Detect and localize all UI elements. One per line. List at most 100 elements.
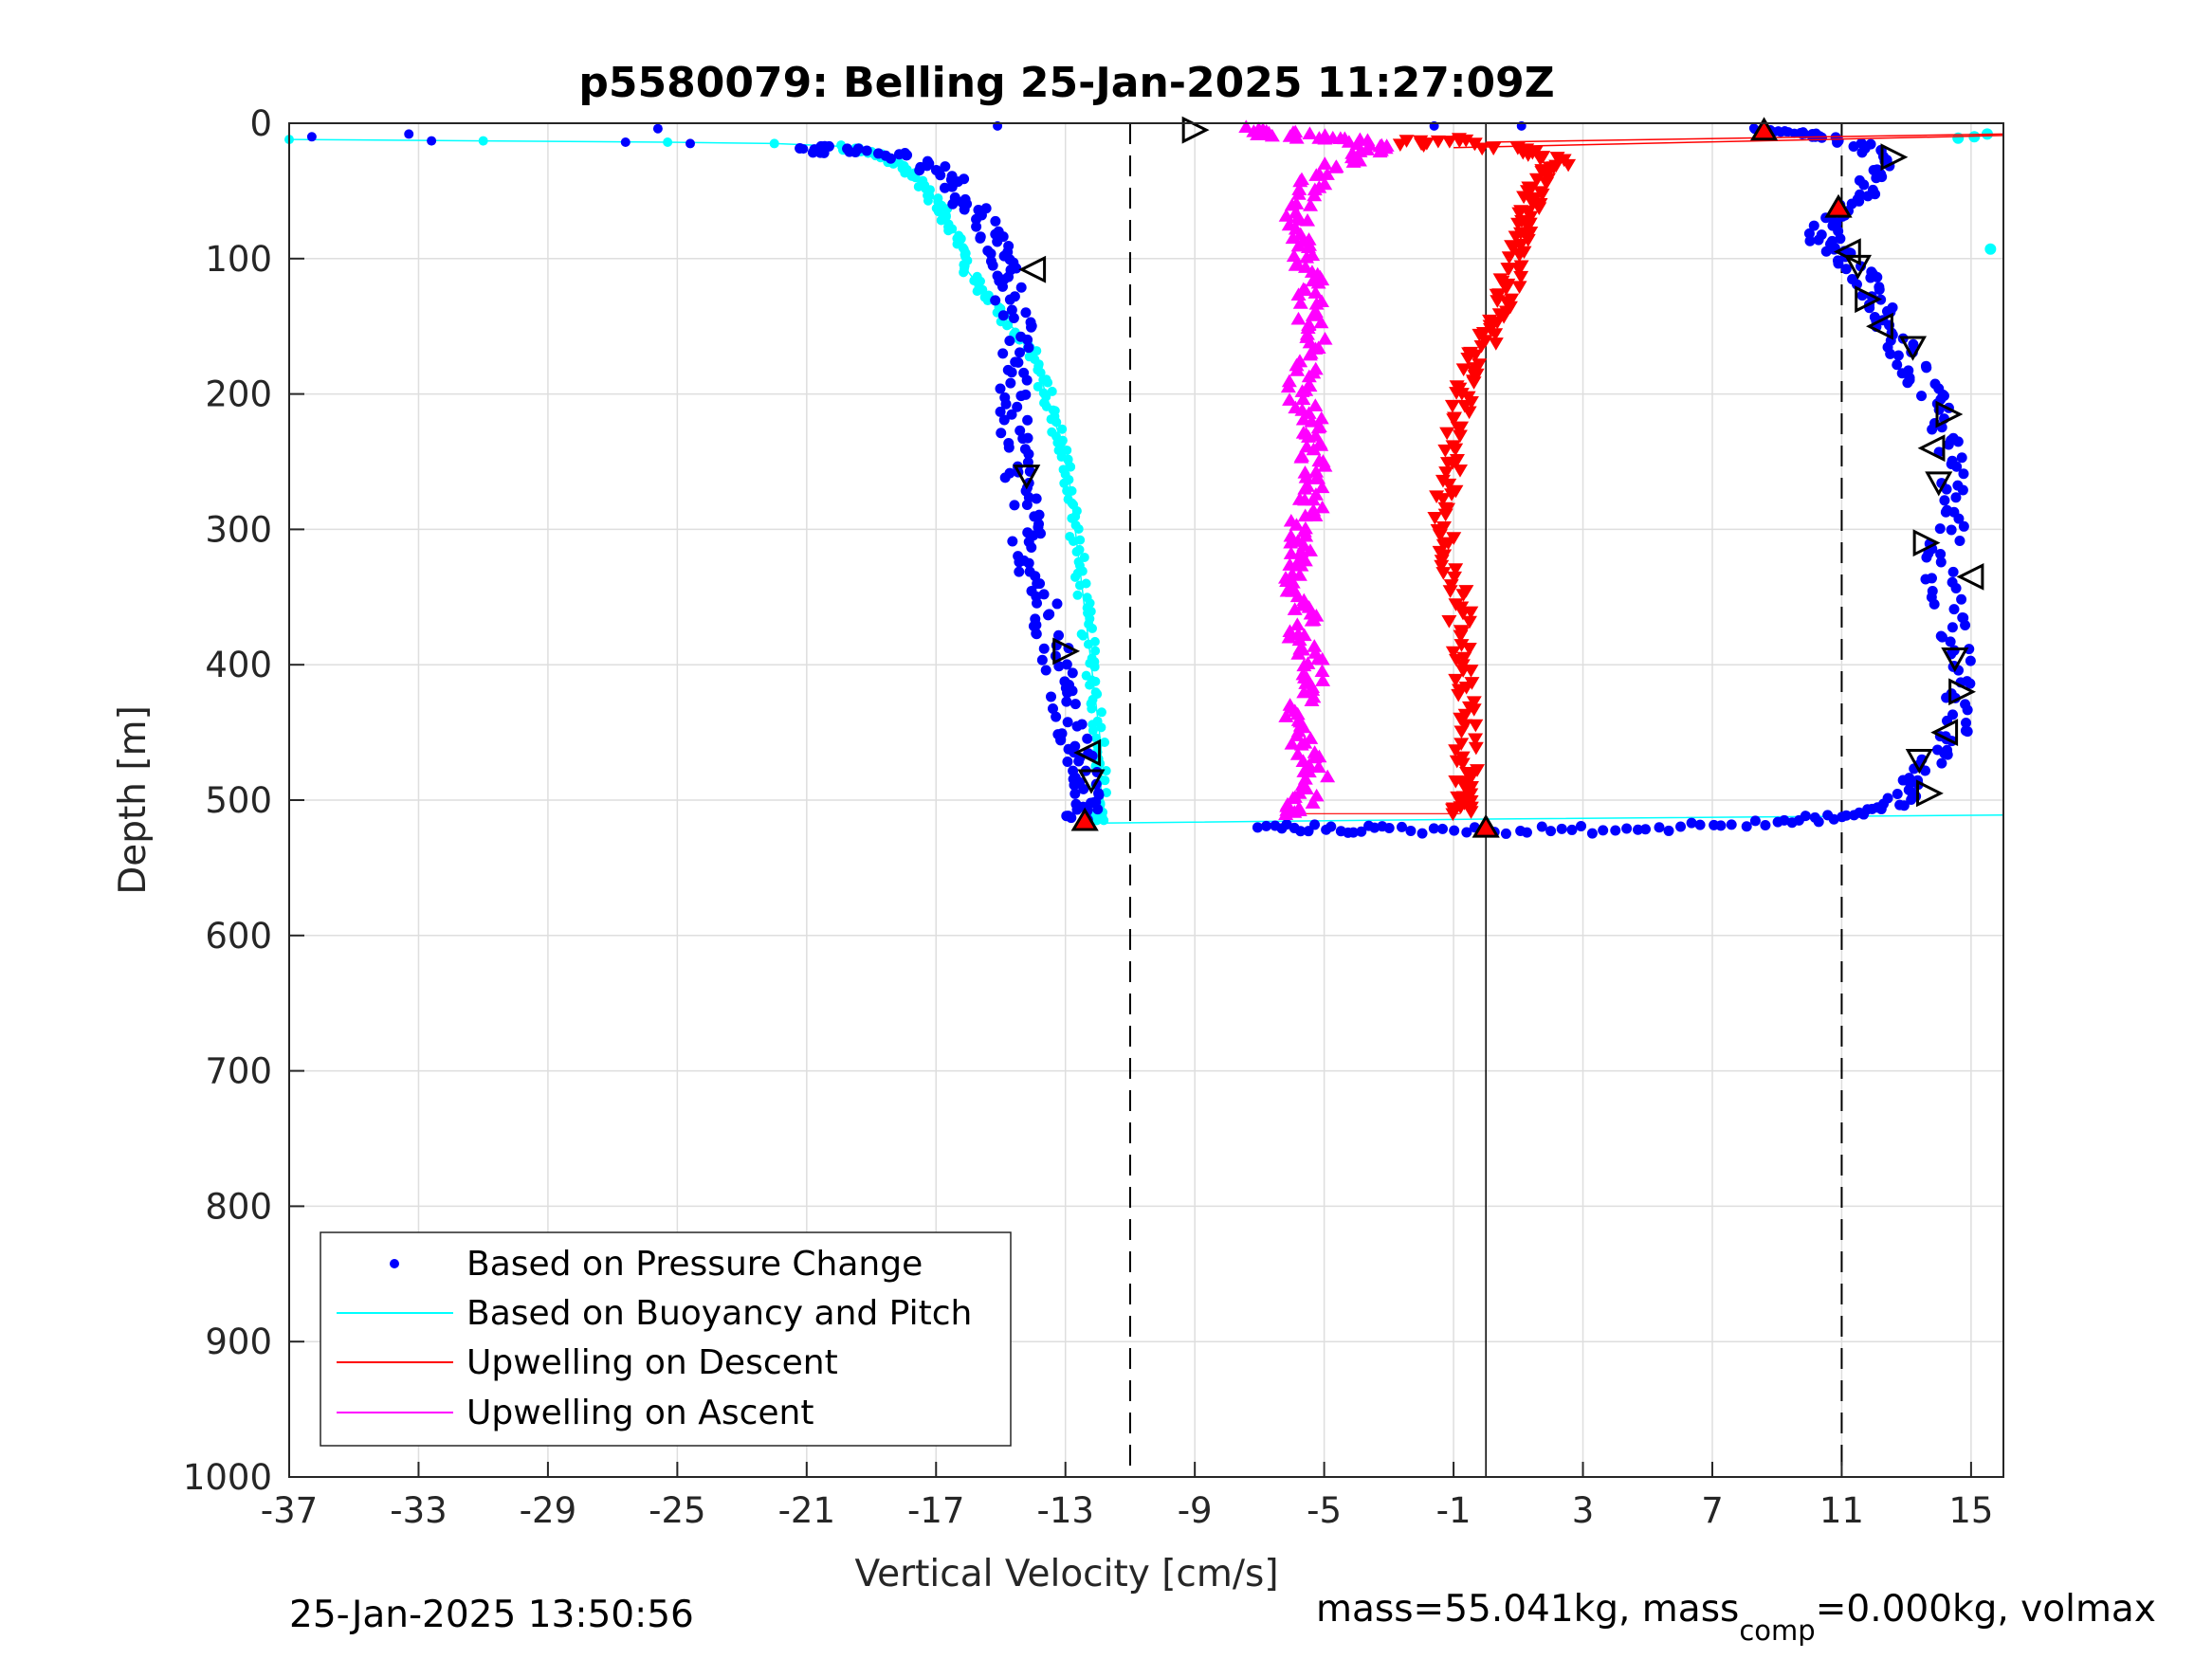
upwelling-descent-marker bbox=[1452, 429, 1468, 444]
upwelling-ascent-marker bbox=[1314, 480, 1330, 494]
y-tick-label: 700 bbox=[205, 1051, 272, 1092]
series-layer bbox=[284, 116, 2004, 839]
pressure-descent-point bbox=[1047, 702, 1058, 714]
pressure-ascent-point bbox=[1956, 452, 1967, 464]
pressure-descent-point bbox=[1023, 342, 1034, 354]
upwelling-descent-marker bbox=[1441, 136, 1457, 149]
y-tick-label: 500 bbox=[205, 780, 272, 821]
upwelling-ascent-marker bbox=[1297, 520, 1313, 535]
buoyancy-point bbox=[1057, 424, 1068, 434]
upwelling-descent-marker bbox=[1441, 615, 1457, 629]
upwelling-ascent-marker bbox=[1317, 176, 1333, 191]
y-tick-label: 400 bbox=[205, 645, 272, 685]
pressure-descent-point bbox=[1009, 500, 1020, 511]
buoyancy-point bbox=[1099, 815, 1109, 826]
pressure-ascent-point bbox=[1675, 821, 1687, 832]
buoyancy-point bbox=[1070, 572, 1081, 582]
pressure-descent-point bbox=[1046, 691, 1057, 702]
pressure-ascent-point bbox=[1686, 817, 1697, 829]
upwelling-ascent-marker bbox=[1295, 666, 1311, 681]
buoyancy-point bbox=[1051, 417, 1062, 428]
buoyancy-point bbox=[1100, 775, 1110, 786]
upwelling-descent-marker bbox=[1463, 665, 1479, 678]
pressure-ascent-point bbox=[1633, 824, 1644, 835]
pressure-ascent-point bbox=[1383, 823, 1395, 834]
descent-surface-line bbox=[1486, 133, 2004, 143]
pressure-descent-point bbox=[1020, 307, 1032, 319]
pressure-descent-point bbox=[935, 170, 946, 181]
pressure-descent-point bbox=[1000, 398, 1012, 410]
pressure-descent-point bbox=[1006, 409, 1017, 420]
x-tick-label: -13 bbox=[1036, 1490, 1093, 1531]
pressure-descent-point bbox=[1006, 304, 1017, 316]
footer-mass-subscript: comp bbox=[1739, 1614, 1815, 1647]
pressure-ascent-point bbox=[1872, 802, 1883, 813]
footer-timestamp: 25-Jan-2025 13:50:56 bbox=[289, 1594, 694, 1636]
upwelling-descent-marker bbox=[1447, 411, 1463, 426]
buoyancy-point bbox=[1078, 630, 1088, 641]
upwelling-descent-marker bbox=[1435, 493, 1451, 506]
x-tick-label: -25 bbox=[649, 1490, 705, 1531]
upwelling-ascent-marker bbox=[1284, 737, 1300, 750]
pressure-ascent-point bbox=[1927, 585, 1938, 596]
legend-label-pressure: Based on Pressure Change bbox=[466, 1245, 923, 1284]
observation-marker bbox=[1013, 465, 1041, 490]
upwelling-ascent-marker bbox=[1314, 664, 1330, 678]
pressure-ascent-point bbox=[1908, 338, 1919, 350]
observation-marker bbox=[1935, 400, 1964, 428]
upwelling-descent-marker bbox=[1467, 137, 1483, 152]
upwelling-descent-marker bbox=[1435, 538, 1452, 553]
buoyancy-point bbox=[1043, 377, 1053, 388]
pressure-descent-point bbox=[998, 414, 1010, 426]
buoyancy-point bbox=[1003, 319, 1014, 330]
pressure-descent-point bbox=[1069, 779, 1080, 791]
upwelling-ascent-marker bbox=[1288, 258, 1304, 271]
observation-marker bbox=[1866, 312, 1893, 340]
pressure-ascent-point bbox=[1950, 492, 1962, 503]
upwelling-ascent-marker bbox=[1291, 182, 1307, 195]
x-tick-label: -9 bbox=[1178, 1490, 1213, 1531]
red-observation-marker bbox=[1824, 193, 1853, 218]
pressure-ascent-point bbox=[1935, 548, 1947, 559]
y-tick-label: 200 bbox=[205, 374, 272, 415]
buoyancy-point bbox=[913, 181, 923, 191]
pressure-descent-point bbox=[996, 428, 1007, 439]
pressure-ascent-point bbox=[1932, 744, 1944, 756]
pressure-descent-point bbox=[861, 145, 872, 156]
pressure-descent-point bbox=[1015, 391, 1027, 402]
upwelling-ascent-marker bbox=[1313, 410, 1329, 425]
pressure-ascent-point bbox=[1947, 455, 1958, 466]
upwelling-ascent-marker bbox=[1302, 126, 1318, 139]
upwelling-descent-marker bbox=[1438, 466, 1454, 480]
upwelling-descent-marker bbox=[1522, 217, 1538, 231]
pressure-ascent-point bbox=[1854, 174, 1865, 186]
pressure-descent-point bbox=[1010, 356, 1021, 368]
upwelling-ascent-marker bbox=[1285, 230, 1301, 245]
upwelling-descent-marker bbox=[1439, 427, 1455, 441]
pressure-ascent-point bbox=[1816, 229, 1827, 241]
upwelling-ascent-marker bbox=[1289, 196, 1305, 210]
pressure-descent-point bbox=[947, 198, 959, 210]
pressure-ascent-point bbox=[1396, 821, 1407, 832]
pressure-descent-point bbox=[1061, 659, 1072, 670]
upwelling-descent-marker bbox=[1434, 559, 1450, 574]
pressure-descent-point bbox=[1031, 628, 1042, 639]
observation-marker bbox=[1855, 285, 1883, 314]
upwelling-descent-marker bbox=[1446, 571, 1462, 585]
pressure-descent-point bbox=[995, 383, 1006, 394]
pressure-descent-point bbox=[306, 132, 317, 142]
grid-lines bbox=[289, 123, 2003, 1477]
pressure-descent-point bbox=[914, 165, 925, 176]
upwelling-ascent-marker bbox=[1289, 747, 1306, 760]
pressure-ascent-point bbox=[1962, 726, 1973, 738]
upwelling-descent-marker bbox=[1441, 478, 1457, 492]
pressure-descent-point bbox=[1004, 294, 1015, 305]
x-tick-label: 3 bbox=[1572, 1490, 1595, 1531]
upwelling-descent-marker bbox=[1468, 741, 1484, 756]
upwelling-ascent-marker bbox=[1311, 167, 1327, 180]
pressure-ascent-point bbox=[1869, 312, 1880, 323]
upwelling-descent-marker bbox=[1448, 443, 1464, 457]
pressure-ascent-point bbox=[1892, 359, 1903, 371]
upwelling-ascent-marker bbox=[1314, 294, 1330, 308]
pressure-ascent-point bbox=[1946, 688, 1957, 700]
